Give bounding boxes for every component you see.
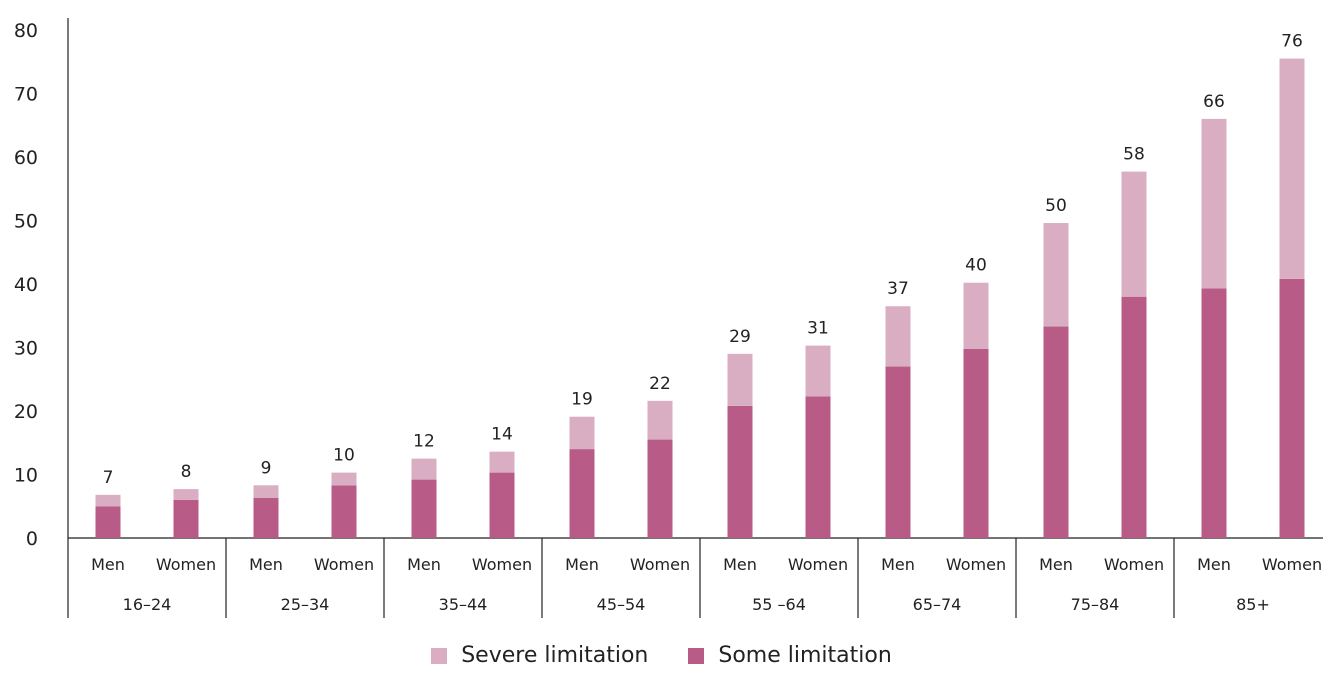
bar-total-label: 12 (413, 432, 435, 452)
bar-some-limitation (489, 472, 515, 538)
x-sex-label: Women (630, 555, 690, 574)
y-tick-label: 80 (14, 20, 38, 42)
x-sex-label: Men (723, 555, 757, 574)
bar-total-label: 50 (1045, 196, 1067, 216)
bar-some-limitation (253, 497, 279, 538)
bar-total-label: 40 (965, 256, 987, 276)
bar-some-limitation (1279, 278, 1305, 538)
legend: Severe limitation Some limitation (0, 643, 1323, 668)
bar-total-label: 58 (1123, 145, 1145, 165)
bar-some-limitation (1043, 326, 1069, 538)
bar-total-label: 37 (887, 279, 909, 299)
bar-total-label: 14 (491, 425, 513, 445)
bar-severe-limitation (569, 416, 595, 450)
legend-swatch-severe (431, 647, 448, 664)
x-sex-label: Women (472, 555, 532, 574)
x-sex-label: Men (1039, 555, 1073, 574)
bar-some-limitation (647, 439, 673, 538)
bar-severe-limitation (1201, 118, 1227, 289)
bar-some-limitation (569, 449, 595, 538)
x-sex-label: Women (788, 555, 848, 574)
bar-total-label: 10 (333, 446, 355, 466)
bar-total-label: 76 (1281, 32, 1303, 52)
bar-total-label: 9 (261, 458, 272, 478)
legend-label-severe: Severe limitation (461, 643, 649, 668)
bar-total-label: 19 (571, 390, 593, 410)
bar-severe-limitation (805, 345, 831, 397)
y-tick-label: 30 (14, 338, 38, 360)
bar-some-limitation (885, 366, 911, 538)
bar-severe-limitation (489, 451, 515, 473)
bar-severe-limitation (727, 353, 753, 406)
bar-total-label: 66 (1203, 92, 1225, 112)
x-age-group-label: 75–84 (1071, 595, 1120, 614)
bar-severe-limitation (1121, 171, 1147, 297)
x-sex-label: Men (407, 555, 441, 574)
x-sex-label: Men (565, 555, 599, 574)
legend-item-severe: Severe limitation (431, 643, 648, 668)
x-sex-label: Women (1262, 555, 1322, 574)
bar-severe-limitation (331, 472, 357, 486)
y-tick-label: 0 (26, 528, 38, 550)
bar-total-label: 8 (181, 462, 192, 482)
x-sex-label: Women (314, 555, 374, 574)
bar-some-limitation (963, 348, 989, 538)
bar-severe-limitation (173, 489, 199, 500)
y-tick-label: 40 (14, 274, 38, 296)
x-age-group-label: 45–54 (597, 595, 646, 614)
y-tick-label: 60 (14, 147, 38, 169)
legend-swatch-some (688, 647, 705, 664)
bar-severe-limitation (411, 458, 437, 480)
x-age-group-label: 85+ (1236, 595, 1270, 614)
x-sex-label: Women (156, 555, 216, 574)
chart: 0 10 20 30 40 50 60 70 80 7 Men 8 Women 9 Men 10 Women 12… (14, 18, 1323, 618)
bar-severe-limitation (95, 494, 121, 507)
x-age-group-label: 16–24 (123, 595, 172, 614)
x-age-group-label: 65–74 (913, 595, 962, 614)
x-sex-label: Women (946, 555, 1006, 574)
bar-some-limitation (1121, 296, 1147, 538)
bar-total-label: 22 (649, 374, 671, 394)
bar-some-limitation (173, 499, 199, 538)
bar-severe-limitation (963, 282, 989, 349)
bar-some-limitation (411, 479, 437, 538)
bar-some-limitation (805, 396, 831, 538)
y-tick-label: 20 (14, 401, 38, 423)
bar-total-label: 29 (729, 327, 751, 347)
bar-severe-limitation (253, 485, 279, 498)
x-sex-label: Men (1197, 555, 1231, 574)
bar-some-limitation (727, 405, 753, 538)
x-sex-label: Men (249, 555, 283, 574)
x-age-group-label: 55 –64 (752, 595, 806, 614)
legend-item-some: Some limitation (688, 643, 892, 668)
bar-severe-limitation (647, 400, 673, 440)
x-sex-label: Women (1104, 555, 1164, 574)
bar-some-limitation (95, 506, 121, 538)
y-tick-label: 50 (14, 211, 38, 233)
y-tick-label: 70 (14, 84, 38, 106)
legend-label-some: Some limitation (718, 643, 892, 668)
bar-severe-limitation (1043, 223, 1069, 327)
bar-severe-limitation (1279, 58, 1305, 279)
bar-severe-limitation (885, 306, 911, 367)
x-age-group-label: 35–44 (439, 595, 488, 614)
x-age-group-label: 25–34 (281, 595, 330, 614)
y-tick-label: 10 (14, 465, 38, 487)
bar-total-label: 31 (807, 319, 829, 339)
bar-total-label: 7 (103, 468, 114, 488)
bar-some-limitation (331, 485, 357, 538)
x-sex-label: Men (91, 555, 125, 574)
x-sex-label: Men (881, 555, 915, 574)
bar-some-limitation (1201, 288, 1227, 538)
